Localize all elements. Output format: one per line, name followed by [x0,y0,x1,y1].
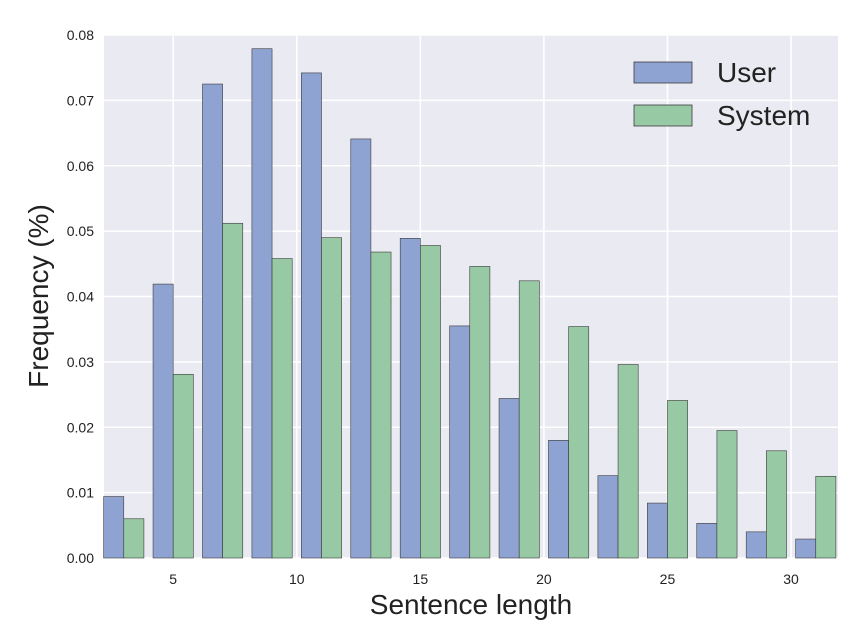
x-axis-title: Sentence length [370,589,572,620]
x-tick-label: 30 [783,571,799,587]
bar-system-19 [518,280,540,559]
bar-system-23 [617,364,639,559]
bar-system-15 [420,245,441,559]
x-tick-label: 20 [536,571,552,587]
y-tick-label: 0.00 [67,550,94,566]
legend: User System [633,57,810,131]
y-tick-label: 0.04 [67,289,94,305]
bar-user-15 [399,238,421,559]
y-tick-label: 0.07 [67,92,94,108]
legend-label-user: User [717,57,776,88]
bar-user-23 [597,475,619,559]
y-axis-title: Frequency (%) [23,204,54,388]
bar-system-9 [271,258,293,559]
y-tick-label: 0.03 [67,354,94,370]
bar-system-7 [222,222,244,559]
bar-user-9 [251,48,273,559]
bar-user-11 [301,72,322,559]
x-tick-labels: 5 10 15 20 25 30 [169,571,799,587]
bar-user-29 [745,531,767,559]
bar-user-31 [795,538,817,559]
bar-system-3 [123,518,145,559]
legend-label-system: System [717,100,810,131]
bar-user-25 [647,502,668,559]
x-tick-label: 5 [169,571,177,587]
bar-user-21 [548,440,569,559]
bar-user-5 [152,283,174,559]
bar-user-7 [202,83,223,559]
x-tick-label: 25 [660,571,676,587]
legend-swatch-system [633,104,693,127]
y-tick-label: 0.01 [67,485,94,501]
y-tick-label: 0.08 [67,27,94,43]
y-tick-label: 0.05 [67,223,94,239]
bars [103,48,837,559]
bar-user-27 [696,523,718,559]
y-tick-labels: 0.00 0.01 0.02 0.03 0.04 0.05 0.06 0.07 0.08 [67,27,94,566]
bar-system-31 [815,475,837,559]
x-tick-label: 15 [413,571,429,587]
y-tick-label: 0.06 [67,158,94,174]
y-tick-label: 0.02 [67,419,94,435]
bar-user-13 [350,138,372,559]
bar-user-17 [449,325,471,559]
bar-user-19 [498,398,520,559]
bar-system-5 [172,373,194,559]
bar-user-3 [103,496,125,559]
x-tick-label: 10 [289,571,305,587]
bar-system-13 [370,251,392,559]
legend-swatch-user [633,61,693,84]
bar-system-17 [469,266,491,559]
bar-system-25 [667,400,688,559]
bar-system-27 [716,430,738,559]
bar-system-21 [568,326,590,559]
bar-system-11 [321,237,342,559]
bar-system-29 [766,450,787,559]
